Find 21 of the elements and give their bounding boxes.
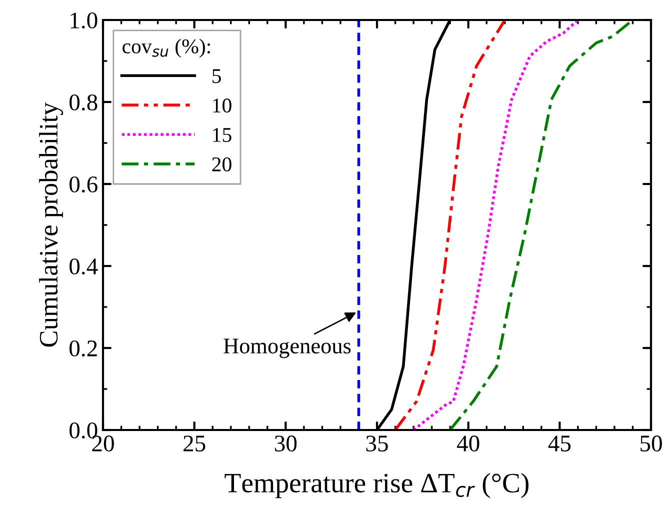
- y-tick-label: 0.4: [70, 258, 98, 275]
- legend-label: 15: [213, 128, 232, 142]
- legend-label: 10: [213, 98, 232, 113]
- legend-label: 5: [212, 69, 221, 84]
- x-tick-label: 50: [640, 436, 662, 452]
- y-tick-label: 0.2: [70, 340, 97, 357]
- legend-label: 20: [212, 157, 232, 172]
- x-tick-label: 45: [548, 436, 571, 452]
- y-axis-title: Cumulative probability: [39, 102, 64, 347]
- x-tick-label: 40: [456, 436, 480, 452]
- line-series: [394, 20, 506, 430]
- y-tick-label: 0.6: [70, 176, 98, 193]
- y-tick-label: 1.0: [70, 12, 98, 29]
- x-tick-label: 25: [184, 436, 206, 452]
- line-series: [412, 20, 580, 430]
- x-tick-label: 30: [274, 436, 297, 452]
- legend-title: cov$_{su}$ (%):: [122, 38, 210, 58]
- y-tick-label: 0.8: [70, 94, 98, 111]
- x-tick-label: 35: [366, 436, 388, 452]
- x-axis-title: Temperature rise ΔT$_{cr}$ (°C): [224, 472, 529, 498]
- annotation: Homogeneous: [224, 338, 351, 358]
